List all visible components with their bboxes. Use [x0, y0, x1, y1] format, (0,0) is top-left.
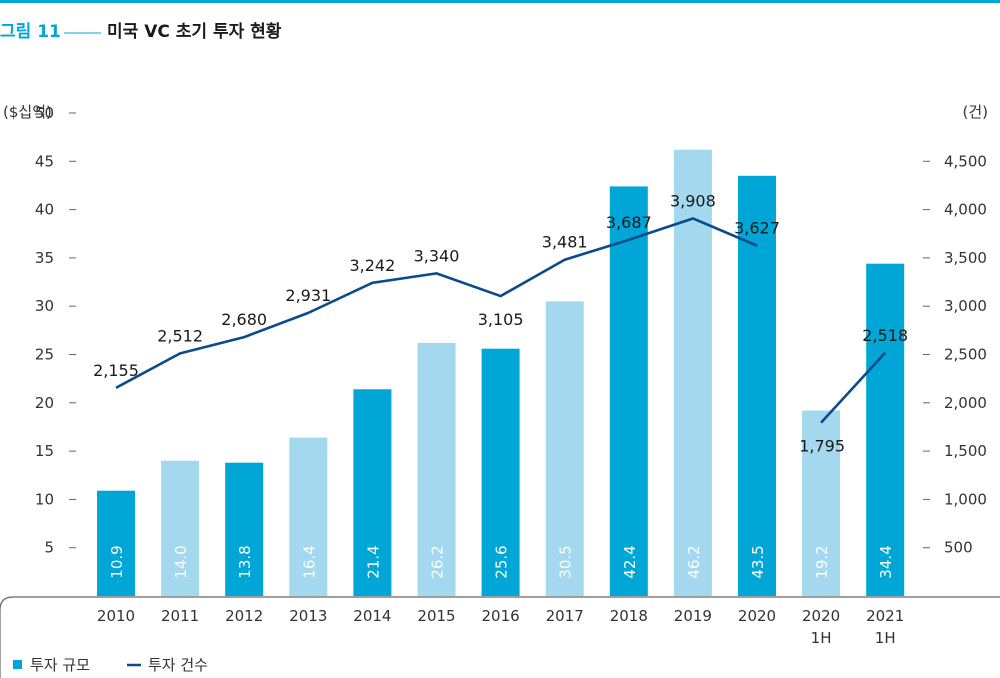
bar-value-label: 13.8: [236, 545, 254, 578]
line-value-label: 3,687: [606, 213, 652, 232]
figure-number: 그림 11: [0, 22, 61, 42]
y-right-tick-label: 2,500: [944, 346, 987, 364]
y-right-tick-label: 1,500: [944, 442, 987, 460]
bar-value-label: 30.5: [557, 545, 575, 578]
y-left-tick-label: 50: [35, 104, 54, 122]
y-right-tick-label: 4,500: [944, 152, 987, 170]
bar-value-label: 34.4: [877, 545, 895, 578]
bar: [289, 437, 328, 596]
legend-bar-swatch: [13, 660, 22, 669]
bar: [738, 175, 776, 597]
y-right-tick-label: 2,000: [944, 394, 987, 412]
y-left-tick-label: 45: [35, 152, 54, 170]
x-tick-label: 2016: [482, 607, 520, 625]
legend-line-label: 투자 건수: [148, 656, 208, 674]
line-value-label: 3,481: [542, 233, 588, 252]
line-value-label: 2,518: [862, 326, 908, 345]
figure-title: 미국 VC 초기 투자 현황: [107, 22, 282, 42]
bar: [97, 490, 135, 596]
bar-value-label: 16.4: [300, 545, 318, 578]
line-path: [820, 351, 887, 424]
bar-value-label: 46.2: [685, 545, 703, 578]
y-right-tick-label: 4,000: [944, 201, 987, 219]
x-tick-label: 2018: [610, 607, 648, 625]
y-right-tick-label: 500: [944, 539, 973, 557]
line-value-label: 3,105: [478, 310, 524, 329]
legend: 투자 규모 투자 건수: [13, 656, 208, 674]
bar: [673, 149, 712, 596]
bar-value-label: 43.5: [749, 545, 767, 578]
line-value-label: 3,627: [734, 219, 780, 238]
legend-bar-label: 투자 규모: [30, 656, 90, 674]
bar-value-label: 19.2: [813, 545, 831, 578]
x-tick-label: 2020: [738, 607, 776, 625]
y-left-tick-label: 20: [35, 394, 54, 412]
y-left-unit: ($십억): [3, 103, 52, 121]
bar: [225, 462, 264, 596]
y-right-tick-label: 3,500: [944, 249, 987, 267]
x-tick-label: 2020 1H: [802, 607, 840, 647]
x-tick-label: 2021 1H: [866, 607, 904, 647]
y-left-tick-label: 35: [35, 249, 54, 267]
bar-value-label: 21.4: [364, 545, 382, 578]
line-value-label: 3,242: [349, 256, 395, 275]
bar: [545, 301, 584, 596]
bar: [802, 410, 841, 596]
x-tick-label: 2011: [161, 607, 199, 625]
line-value-label: 2,155: [93, 361, 139, 380]
bar-value-label: 14.0: [172, 545, 190, 578]
bottom-frame: [0, 596, 1000, 678]
x-tick-label: 2014: [353, 607, 391, 625]
y-left-tick-label: 25: [35, 346, 54, 364]
bar: [161, 460, 200, 596]
x-tick-label: 2017: [546, 607, 584, 625]
bar-series: 10.9 14.0 13.8 16.4 21.4 26.2 25.6 30.5 42.4 46.2…: [97, 149, 905, 597]
x-tick-label: 2010: [97, 607, 135, 625]
x-tick-label: 2013: [289, 607, 327, 625]
y-right-axis: 500 1,000 1,500 2,000 2,500 3,000 3,500 4,000 4,…: [923, 152, 987, 557]
bar: [866, 263, 905, 596]
y-left-tick-label: 15: [35, 442, 54, 460]
line-series: 2,155 2,512 2,680 2,931 3,242 3,340 3,105 3,481…: [93, 191, 908, 455]
bar-value-label: 25.6: [493, 545, 511, 578]
y-right-tick-label: 3,000: [944, 297, 987, 315]
bar: [417, 342, 456, 596]
bar-value-label: 26.2: [429, 545, 447, 578]
x-tick-label: 2012: [225, 607, 263, 625]
bar: [353, 389, 392, 596]
line-value-label: 1,795: [799, 437, 845, 456]
bar: [481, 348, 520, 596]
y-left-tick-label: 5: [44, 539, 54, 557]
x-axis-labels: 2010 2011 2012 2013 2014 2015 2016 2017 2018 2019…: [97, 607, 904, 647]
line-value-label: 3,340: [414, 246, 460, 265]
y-left-tick-label: 10: [35, 490, 54, 508]
y-left-tick-label: 40: [35, 201, 54, 219]
y-left-tick-label: 30: [35, 297, 54, 315]
bar-value-label: 10.9: [108, 545, 126, 578]
y-right-tick-label: 1,000: [944, 490, 987, 508]
x-tick-label: 2019: [674, 607, 712, 625]
line-path: [115, 217, 758, 389]
y-right-unit: (건): [962, 103, 988, 121]
x-tick-label: 2015: [417, 607, 455, 625]
line-value-label: 2,512: [157, 326, 203, 345]
line-value-label: 3,908: [670, 191, 716, 210]
line-value-label: 2,931: [285, 286, 331, 305]
bar: [609, 186, 648, 596]
bar-value-label: 42.4: [621, 545, 639, 578]
line-value-label: 2,680: [221, 310, 267, 329]
y-left-axis: 5 10 15 20 25 30 35 40 45 50: [35, 104, 76, 557]
